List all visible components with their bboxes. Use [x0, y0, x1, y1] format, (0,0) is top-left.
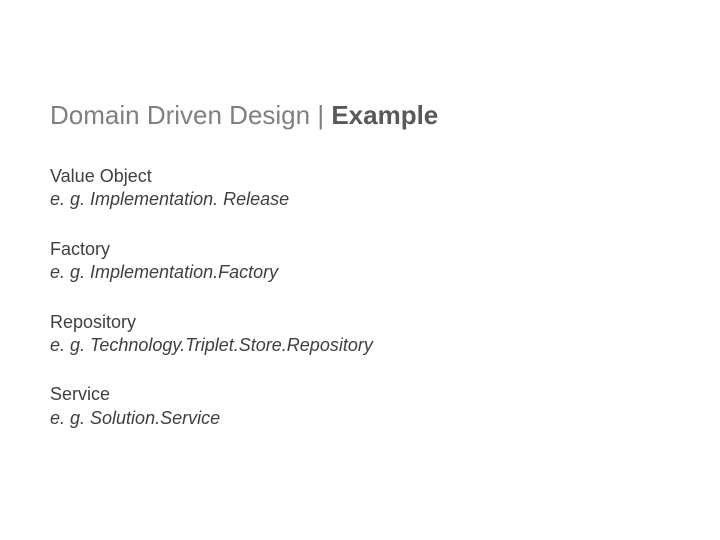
section-name: Factory: [50, 238, 670, 261]
section-example: e. g. Technology.Triplet.Store.Repositor…: [50, 334, 670, 357]
section-name: Service: [50, 383, 670, 406]
section-value-object: Value Object e. g. Implementation. Relea…: [50, 165, 670, 212]
title-prefix: Domain Driven Design |: [50, 100, 331, 130]
title-emphasis: Example: [331, 100, 438, 130]
section-example: e. g. Implementation. Release: [50, 188, 670, 211]
section-name: Value Object: [50, 165, 670, 188]
section-service: Service e. g. Solution.Service: [50, 383, 670, 430]
section-example: e. g. Implementation.Factory: [50, 261, 670, 284]
section-factory: Factory e. g. Implementation.Factory: [50, 238, 670, 285]
section-name: Repository: [50, 311, 670, 334]
section-repository: Repository e. g. Technology.Triplet.Stor…: [50, 311, 670, 358]
section-example: e. g. Solution.Service: [50, 407, 670, 430]
slide-title: Domain Driven Design | Example: [50, 100, 670, 131]
